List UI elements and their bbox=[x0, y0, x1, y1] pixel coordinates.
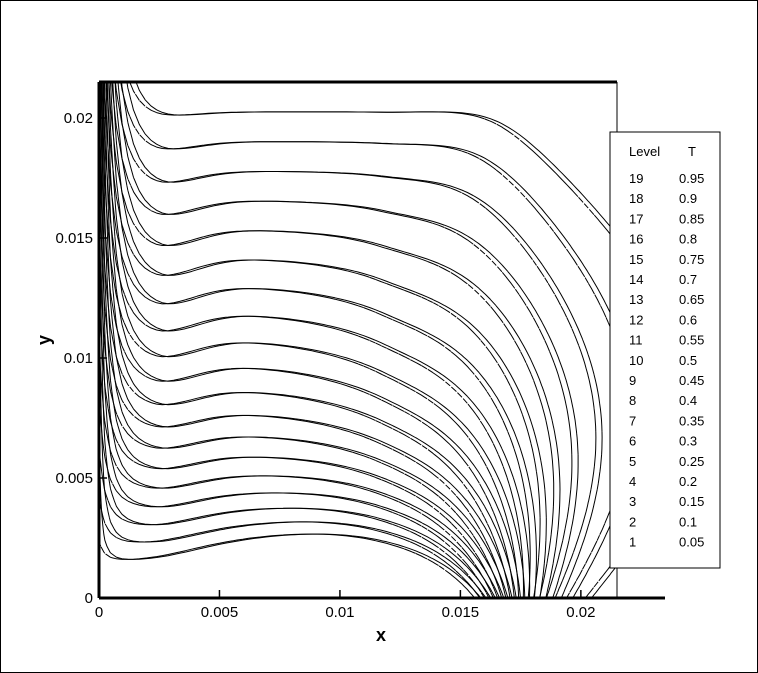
contour-line-dashed bbox=[106, 82, 541, 598]
contour-line bbox=[117, 82, 579, 598]
legend-value: 0.45 bbox=[679, 373, 704, 388]
legend-level: 1 bbox=[629, 535, 636, 550]
legend-frame bbox=[609, 131, 721, 569]
contour-line bbox=[99, 254, 487, 598]
contour-line-dashed bbox=[99, 495, 481, 598]
legend-value: 0.5 bbox=[679, 353, 697, 368]
contour-line-dashed bbox=[99, 287, 499, 598]
contour-line bbox=[99, 82, 496, 598]
legend-value: 0.95 bbox=[679, 171, 704, 186]
legend-level: 16 bbox=[629, 232, 643, 247]
legend-value: 0.35 bbox=[679, 413, 704, 428]
contour-line-dashed bbox=[102, 82, 524, 598]
legend-level: 7 bbox=[629, 413, 636, 428]
contour-line bbox=[121, 82, 603, 598]
y-tick-label: 0.015 bbox=[55, 230, 93, 247]
legend-value: 0.25 bbox=[679, 454, 704, 469]
contour-lines-dashed bbox=[99, 82, 617, 598]
legend-value: 0.6 bbox=[679, 312, 697, 327]
contour-line-dashed bbox=[100, 82, 520, 598]
legend-level: 14 bbox=[629, 272, 643, 287]
legend-level: 5 bbox=[629, 454, 636, 469]
y-axis-title: y bbox=[34, 335, 54, 345]
contour-line-dashed bbox=[99, 82, 515, 598]
x-tick-label: 0.02 bbox=[566, 604, 595, 621]
x-axis-ticks: 0 0.005 0.01 0.015 0.02 bbox=[95, 590, 595, 621]
legend-level: 9 bbox=[629, 373, 636, 388]
contour-line bbox=[114, 82, 561, 598]
contour-line bbox=[135, 82, 617, 598]
legend-value: 0.55 bbox=[679, 333, 704, 348]
contour-lines-solid bbox=[99, 82, 617, 598]
contour-line-dashed bbox=[120, 82, 617, 598]
contour-line bbox=[110, 82, 537, 598]
contour-line-dashed bbox=[114, 82, 597, 598]
contour-line bbox=[101, 82, 505, 598]
legend-level: 3 bbox=[629, 494, 636, 509]
contour-line-dashed bbox=[99, 111, 511, 598]
contour-line-dashed bbox=[103, 82, 531, 598]
y-axis-ticks: 0 0.005 0.01 0.015 0.02 bbox=[55, 110, 107, 607]
legend-level: 12 bbox=[629, 312, 643, 327]
contour-line-dashed bbox=[99, 447, 485, 598]
x-tick-label: 0.01 bbox=[325, 604, 354, 621]
legend-value: 0.75 bbox=[679, 252, 704, 267]
legend-level: 8 bbox=[629, 393, 636, 408]
legend-level: 2 bbox=[629, 514, 636, 529]
legend-level: 10 bbox=[629, 353, 643, 368]
legend-level: 17 bbox=[629, 211, 643, 226]
legend-value: 0.65 bbox=[679, 292, 704, 307]
legend-level: 11 bbox=[629, 333, 643, 348]
contour-line-dashed bbox=[99, 230, 503, 598]
contour-line-dashed bbox=[99, 342, 494, 598]
contour-line bbox=[99, 425, 482, 598]
legend-value: 0.4 bbox=[679, 393, 697, 408]
legend-level: 19 bbox=[629, 171, 643, 186]
legend-value: 0.7 bbox=[679, 272, 697, 287]
y-tick-label: 0 bbox=[85, 590, 93, 607]
legend-value: 0.05 bbox=[679, 535, 704, 550]
contour-line-dashed bbox=[108, 82, 555, 598]
legend-value: 0.2 bbox=[679, 474, 697, 489]
legend-level: 18 bbox=[629, 191, 643, 206]
contour-line-dashed bbox=[99, 396, 490, 598]
y-tick-label: 0.005 bbox=[55, 470, 93, 487]
contour-line bbox=[103, 82, 513, 598]
legend-value: 0.15 bbox=[679, 494, 704, 509]
contour-line bbox=[108, 82, 531, 598]
x-tick-label: 0.015 bbox=[442, 604, 480, 621]
legend-level: 4 bbox=[629, 474, 636, 489]
legend-header-level: Level bbox=[629, 144, 660, 159]
legend-value: 0.8 bbox=[679, 232, 697, 247]
contour-line-dashed bbox=[99, 171, 507, 598]
x-tick-label: 0.005 bbox=[201, 604, 239, 621]
legend-level: 6 bbox=[629, 434, 636, 449]
legend-value: 0.1 bbox=[679, 514, 697, 529]
legend-header-value: T bbox=[688, 144, 696, 159]
x-tick-label: 0 bbox=[95, 604, 103, 621]
contour-line-dashed bbox=[129, 82, 617, 598]
legend-level: 13 bbox=[629, 292, 643, 307]
x-axis-title: x bbox=[376, 625, 386, 645]
legend-level: 15 bbox=[629, 252, 643, 267]
contour-line-dashed bbox=[111, 82, 573, 598]
contour-line bbox=[105, 82, 521, 598]
contour-line-dashed bbox=[99, 533, 475, 598]
legend-value: 0.9 bbox=[679, 191, 697, 206]
contour-line bbox=[126, 82, 617, 598]
legend-value: 0.85 bbox=[679, 211, 704, 226]
y-tick-label: 0.02 bbox=[64, 110, 93, 127]
legend-value: 0.3 bbox=[679, 434, 697, 449]
contour-line bbox=[102, 82, 509, 598]
y-tick-label: 0.01 bbox=[64, 350, 93, 367]
